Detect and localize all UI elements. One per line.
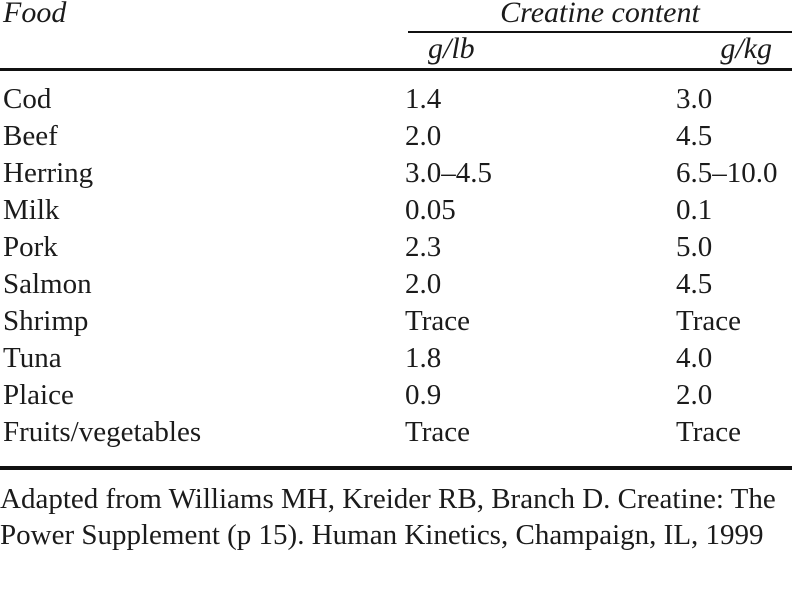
food-name-cell: Beef [3, 120, 58, 152]
food-name-cell: Salmon [3, 268, 92, 300]
g-per-lb-cell: 3.0–4.5 [405, 157, 492, 189]
top-rule [0, 68, 792, 71]
g-per-lb-cell: 0.05 [405, 194, 456, 226]
g-per-lb-cell: 1.4 [405, 83, 442, 115]
g-per-kg-cell: 4.0 [676, 342, 713, 374]
food-name-cell: Herring [3, 157, 94, 189]
g-per-kg-cell: 2.0 [676, 379, 713, 411]
bottom-rule [0, 466, 792, 470]
table-row-shrimp: Shrimp Trace Trace [0, 303, 792, 340]
column-group-header-creatine-content: Creatine content [500, 0, 700, 29]
food-name-cell: Milk [3, 194, 60, 226]
g-per-lb-cell: Trace [405, 416, 470, 448]
g-per-lb-cell: 2.0 [405, 120, 442, 152]
table-row-tuna: Tuna 1.8 4.0 [0, 340, 792, 377]
g-per-kg-cell: 5.0 [676, 231, 713, 263]
table-row-herring: Herring 3.0–4.5 6.5–10.0 [0, 155, 792, 192]
table-row-fruits-vegetables: Fruits/vegetables Trace Trace [0, 414, 792, 451]
g-per-lb-cell: 2.0 [405, 268, 442, 300]
table-row-beef: Beef 2.0 4.5 [0, 118, 792, 155]
subheader-g-per-kg: g/kg [720, 32, 772, 65]
food-name-cell: Fruits/vegetables [3, 416, 202, 448]
table-body: Cod 1.4 3.0 Beef 2.0 4.5 Herring 3.0–4.5… [0, 81, 792, 451]
food-name-cell: Pork [3, 231, 58, 263]
g-per-kg-cell: 4.5 [676, 268, 713, 300]
food-name-cell: Tuna [3, 342, 62, 374]
food-name-cell: Plaice [3, 379, 74, 411]
g-per-lb-cell: Trace [405, 305, 470, 337]
table-row-salmon: Salmon 2.0 4.5 [0, 266, 792, 303]
table-row-cod: Cod 1.4 3.0 [0, 81, 792, 118]
g-per-kg-cell: 4.5 [676, 120, 713, 152]
food-name-cell: Shrimp [3, 305, 89, 337]
g-per-kg-cell: Trace [676, 305, 741, 337]
g-per-lb-cell: 1.8 [405, 342, 442, 374]
subheader-row: g/lb g/kg [408, 33, 792, 65]
group-header-rule [408, 31, 792, 33]
food-name-cell: Cod [3, 83, 52, 115]
table-row-plaice: Plaice 0.9 2.0 [0, 377, 792, 414]
g-per-kg-cell: 3.0 [676, 83, 713, 115]
g-per-kg-cell: 0.1 [676, 194, 713, 226]
g-per-lb-cell: 2.3 [405, 231, 442, 263]
column-header-food: Food [3, 0, 67, 29]
subheader-g-per-lb: g/lb [428, 32, 475, 65]
table-row-pork: Pork 2.3 5.0 [0, 229, 792, 266]
footnote-source-citation: Adapted from Williams MH, Kreider RB, Br… [0, 483, 776, 551]
g-per-lb-cell: 0.9 [405, 379, 442, 411]
g-per-kg-cell: Trace [676, 416, 741, 448]
table-row-milk: Milk 0.05 0.1 [0, 192, 792, 229]
g-per-kg-cell: 6.5–10.0 [676, 157, 778, 189]
